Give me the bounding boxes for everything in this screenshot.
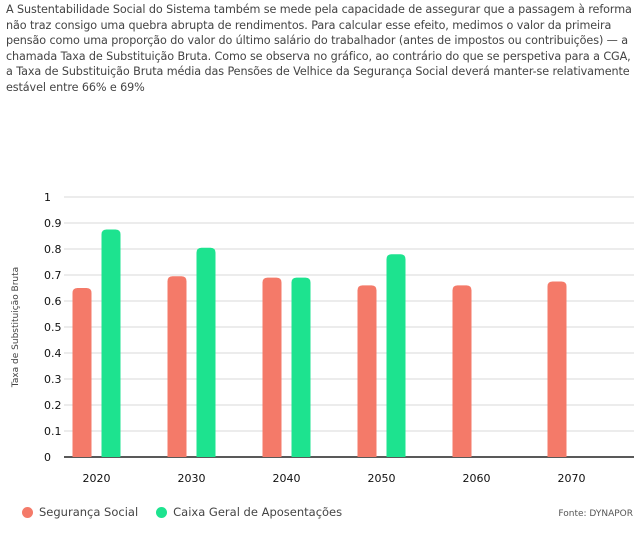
intro-paragraph: A Sustentabilidade Social do Sistema tam…	[6, 3, 632, 94]
x-tick-label: 2030	[178, 472, 206, 485]
x-tick-label: 2060	[463, 472, 491, 485]
y-tick-label: 0.4	[44, 347, 62, 360]
legend-label-seguranca-social: Segurança Social	[39, 505, 139, 519]
y-tick-label: 0.1	[44, 425, 62, 438]
y-tick-label: 0.6	[44, 295, 62, 308]
y-tick-label: 0.9	[44, 217, 62, 230]
bar-seguranca-2040	[262, 277, 282, 457]
y-tick-label: 0.8	[44, 243, 62, 256]
x-tick-label: 2040	[273, 472, 301, 485]
y-tick-label: 0.3	[44, 373, 62, 386]
bar-cga-2020	[101, 229, 121, 457]
gridlines	[64, 196, 634, 458]
y-tick-label: 0.2	[44, 399, 62, 412]
y-tick-label: 0.7	[44, 269, 62, 282]
bar-seguranca-2020	[72, 288, 92, 457]
bars	[72, 229, 567, 457]
x-tick-label: 2070	[558, 472, 586, 485]
bar-cga-2030	[196, 247, 216, 457]
bar-cga-2040	[291, 277, 311, 457]
legend-swatch-caixa-geral	[156, 506, 168, 518]
bar-seguranca-2050	[357, 285, 377, 457]
source-note: Fonte: DYNAPOR	[558, 509, 633, 519]
x-tick-label: 2050	[368, 472, 396, 485]
legend-item-seguranca-social: Segurança Social	[22, 505, 138, 519]
y-tick-label: 0.5	[44, 321, 62, 334]
legend-swatch-seguranca-social	[22, 506, 33, 518]
legend-item-caixa-geral: Caixa Geral de Aposentações	[156, 505, 342, 519]
bar-cga-2050	[386, 254, 406, 457]
legend-label-caixa-geral: Caixa Geral de Aposentações	[173, 505, 343, 519]
bar-seguranca-2070	[547, 281, 567, 457]
y-tick-label: 1	[44, 191, 51, 204]
x-axis-ticks: 2020 2030 2040 2050 2060 2070	[83, 472, 586, 485]
y-axis-label: Taxa de Substituição Bruta	[11, 267, 21, 388]
x-tick-label: 2020	[83, 472, 111, 485]
legend: Segurança Social Caixa Geral de Aposenta…	[22, 505, 360, 519]
bar-seguranca-2060	[452, 285, 472, 457]
y-axis-ticks: 0 0.1 0.2 0.3 0.4 0.5 0.6 0.7 0.8 0.9 1	[44, 191, 62, 464]
y-tick-label: 0	[44, 451, 51, 464]
bar-seguranca-2030	[167, 276, 187, 457]
